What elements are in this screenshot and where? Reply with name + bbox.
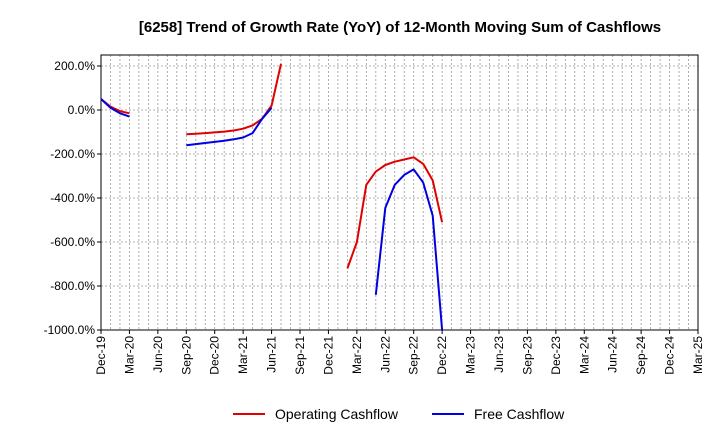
x-tick-label: Sep-23 — [520, 336, 534, 375]
x-tick-label: Jun-21 — [265, 336, 279, 373]
chart-title: [6258] Trend of Growth Rate (YoY) of 12-… — [139, 19, 661, 36]
y-tick-label: 0.0% — [68, 103, 96, 117]
y-axis: 200.0% 0.0% -200.0% -400.0% -600.0% -800.0% -1… — [44, 59, 101, 337]
x-tick-label: Dec-24 — [663, 336, 677, 375]
y-tick-label: -800.0% — [50, 279, 95, 293]
x-tick-label: Jun-22 — [378, 336, 392, 373]
x-axis: Dec-19 Mar-20 Jun-20 Sep-20 Dec-20 Mar-21 Jun-… — [94, 330, 705, 375]
free-cashflow-line — [374, 168, 444, 331]
y-tick-label: -200.0% — [50, 147, 95, 161]
y-tick-label: -600.0% — [50, 235, 95, 249]
y-tick-label: 200.0% — [54, 59, 95, 73]
x-tick-label: Sep-20 — [179, 336, 193, 375]
y-tick-label: -400.0% — [50, 191, 95, 205]
x-tick-label: Jun-20 — [151, 336, 165, 373]
y-tick-label: -1000.0% — [44, 323, 96, 337]
x-tick-label: Dec-22 — [435, 336, 449, 375]
operating-cashflow-legend-label: Operating Cashflow — [275, 406, 399, 422]
operating-cashflow-line — [346, 156, 444, 269]
free-cashflow-line — [186, 107, 273, 147]
free-cashflow-line — [100, 98, 130, 118]
x-tick-label: Mar-25 — [691, 336, 705, 374]
grid — [100, 55, 699, 331]
free-cashflow-legend-label: Free Cashflow — [474, 406, 565, 422]
x-tick-label: Jun-24 — [606, 336, 620, 373]
x-tick-label: Dec-20 — [208, 336, 222, 375]
x-tick-label: Sep-24 — [634, 336, 648, 375]
x-tick-label: Sep-21 — [293, 336, 307, 375]
series-group — [100, 63, 444, 331]
plot-area — [100, 54, 699, 331]
legend: Operating Cashflow Free Cashflow — [233, 406, 565, 422]
x-tick-label: Mar-21 — [236, 336, 250, 374]
x-tick-label: Dec-23 — [549, 336, 563, 375]
x-tick-label: Jun-23 — [492, 336, 506, 373]
x-tick-label: Mar-24 — [577, 336, 591, 374]
x-tick-label: Dec-19 — [94, 336, 108, 375]
x-tick-label: Mar-20 — [122, 336, 136, 374]
x-tick-label: Sep-22 — [407, 336, 421, 375]
x-tick-label: Mar-22 — [350, 336, 364, 374]
x-tick-label: Mar-23 — [464, 336, 478, 374]
x-tick-label: Dec-21 — [321, 336, 335, 375]
